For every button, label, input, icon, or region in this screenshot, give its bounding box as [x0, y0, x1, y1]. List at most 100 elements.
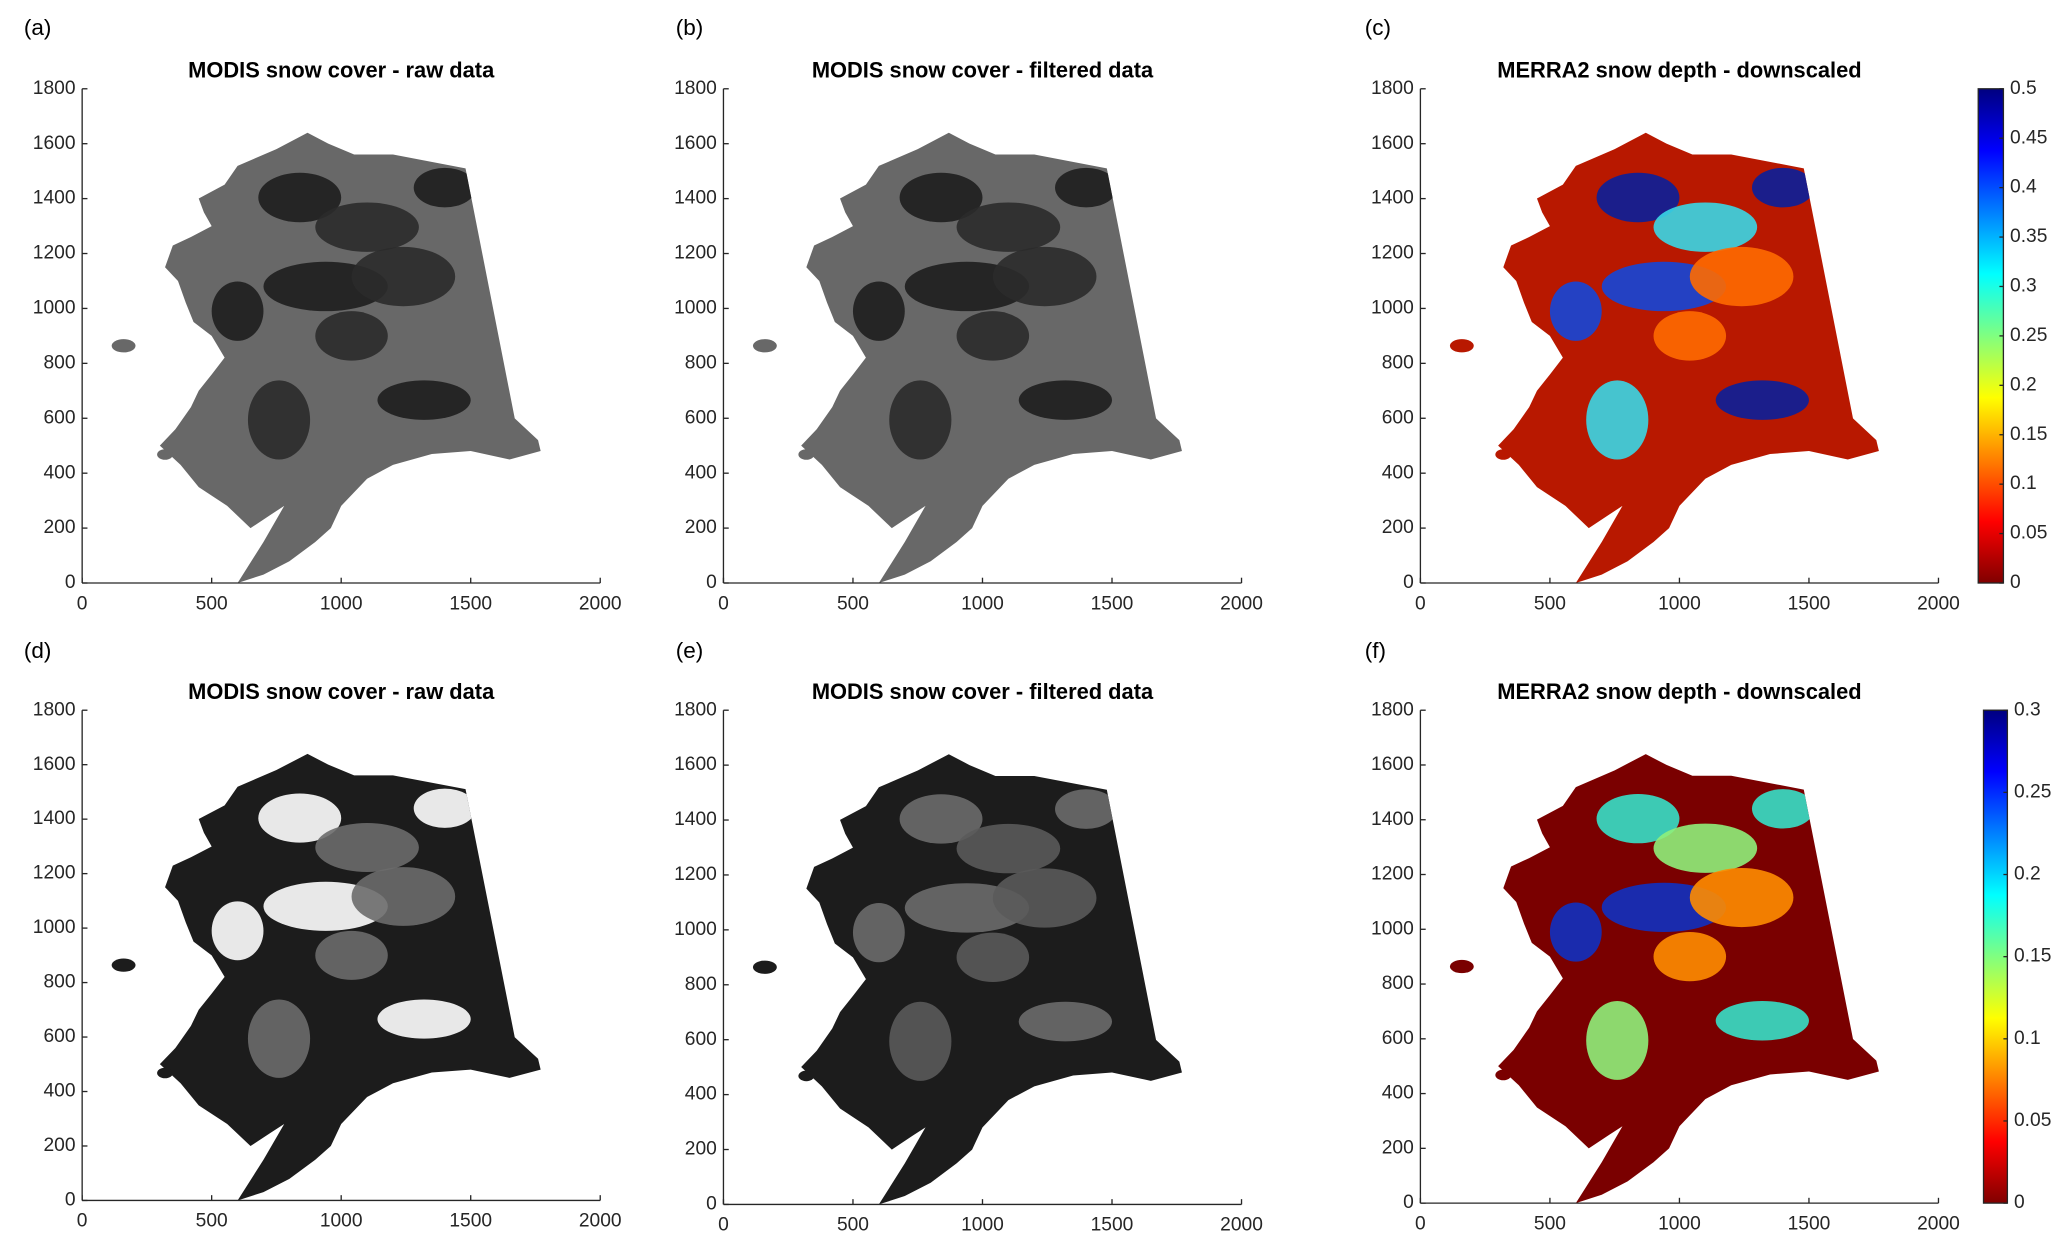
map-patch: [1715, 380, 1809, 420]
map-patch: [247, 380, 311, 460]
y-tick-label: 1800: [674, 699, 717, 720]
y-tick-label: 1000: [674, 298, 717, 319]
panel-title: MODIS snow cover - raw data: [188, 679, 495, 704]
y-tick-label: 1000: [1371, 298, 1414, 319]
y-tick-label: 200: [1382, 1137, 1414, 1158]
map-patch: [1653, 311, 1727, 361]
y-tick-label: 1400: [674, 188, 717, 209]
panel-label: (a): [24, 15, 52, 40]
x-tick-label: 1000: [320, 593, 363, 614]
panel-label: (e): [676, 638, 704, 663]
map-patch: [1653, 202, 1758, 252]
colorbar-tick-label: 0.3: [2014, 699, 2041, 720]
map-patch: [258, 172, 342, 223]
x-tick-label: 1000: [320, 1211, 363, 1232]
x-tick-label: 2000: [579, 1211, 622, 1232]
y-tick-label: 600: [1382, 1028, 1414, 1049]
y-tick-label: 1800: [33, 78, 76, 99]
x-tick-label: 1000: [1658, 1213, 1701, 1234]
map-patterns: [1549, 789, 1815, 1080]
map-patch: [1596, 794, 1680, 844]
map-patch: [852, 281, 905, 341]
map-patch: [1715, 1001, 1809, 1041]
map-patch: [413, 167, 476, 208]
x-tick-label: 1000: [961, 1215, 1004, 1236]
x-tick-label: 0: [1415, 1213, 1426, 1234]
map-island: [1449, 339, 1474, 353]
y-tick-label: 0: [706, 1194, 717, 1215]
map-patch: [377, 999, 471, 1039]
map-patch: [992, 868, 1097, 928]
x-tick-label: 0: [718, 1215, 729, 1236]
x-tick-label: 1500: [1788, 1213, 1831, 1234]
colorbar-tick-label: 0: [2014, 1192, 2025, 1213]
map-patch: [1018, 380, 1113, 420]
y-tick-label: 600: [685, 407, 717, 428]
y-tick-label: 400: [43, 462, 75, 483]
y-tick-label: 800: [685, 352, 717, 373]
colorbar-tick-label: 0.45: [2010, 127, 2047, 148]
x-tick-label: 500: [837, 1215, 869, 1236]
map-patch: [315, 822, 419, 872]
colorbar-tick-label: 0.05: [2014, 1110, 2051, 1131]
map-patch: [1596, 172, 1680, 223]
map-patch: [315, 311, 388, 361]
colorbar-tick-label: 0.2: [2014, 864, 2041, 885]
map-island: [157, 1067, 173, 1079]
map-patch: [992, 246, 1097, 307]
y-tick-label: 1200: [33, 243, 76, 264]
map-island: [1495, 1069, 1512, 1081]
y-tick-label: 400: [1382, 1083, 1414, 1104]
map-patch: [899, 172, 983, 223]
colorbar-tick-label: 0.05: [2010, 523, 2047, 544]
map-patterns: [852, 167, 1118, 460]
y-tick-label: 1400: [33, 188, 76, 209]
map-patch: [1549, 281, 1602, 341]
y-tick-label: 200: [43, 517, 75, 538]
y-tick-label: 1800: [33, 699, 76, 720]
map-island: [798, 1070, 815, 1082]
y-tick-label: 800: [43, 352, 75, 373]
y-tick-label: 1400: [1371, 188, 1414, 209]
y-tick-label: 1800: [1371, 78, 1414, 99]
y-tick-label: 400: [1382, 462, 1414, 483]
x-tick-label: 500: [1534, 593, 1566, 614]
y-tick-label: 600: [43, 1026, 75, 1047]
y-tick-label: 0: [1403, 1192, 1414, 1213]
y-tick-label: 1000: [33, 917, 76, 938]
panel-label: (c): [1365, 15, 1391, 40]
map-patch: [315, 930, 388, 980]
x-tick-label: 2000: [1917, 593, 1960, 614]
map-patch: [351, 867, 456, 926]
map-patch: [1586, 1001, 1649, 1080]
x-tick-label: 500: [196, 1211, 228, 1232]
y-tick-label: 0: [1403, 572, 1414, 593]
y-tick-label: 1200: [33, 863, 76, 884]
map-patch: [1549, 902, 1602, 962]
y-tick-label: 200: [1382, 517, 1414, 538]
panel-title: MODIS snow cover - filtered data: [812, 57, 1154, 82]
map-patch: [413, 788, 476, 828]
y-tick-label: 1000: [674, 919, 717, 940]
y-tick-label: 1800: [1371, 699, 1414, 720]
x-tick-label: 2000: [1220, 1215, 1263, 1236]
y-tick-label: 1600: [674, 133, 717, 154]
y-tick-label: 800: [43, 972, 75, 993]
map-patch: [1586, 380, 1649, 460]
colorbar-tick-label: 0.4: [2010, 177, 2037, 198]
y-tick-label: 1600: [33, 754, 76, 775]
map-island: [111, 339, 136, 353]
colorbar-tick-label: 0.1: [2010, 473, 2037, 494]
colorbar-tick-label: 0: [2010, 572, 2021, 593]
x-tick-label: 500: [1534, 1213, 1566, 1234]
map-patch: [1653, 932, 1727, 982]
map-patch: [211, 901, 264, 961]
map-patch: [1018, 1001, 1113, 1042]
y-tick-label: 1600: [674, 754, 717, 775]
x-tick-label: 0: [1415, 593, 1426, 614]
y-tick-label: 1600: [1371, 754, 1414, 775]
x-tick-label: 1500: [1091, 1215, 1134, 1236]
y-tick-label: 1000: [1371, 918, 1414, 939]
y-tick-label: 600: [1382, 407, 1414, 428]
